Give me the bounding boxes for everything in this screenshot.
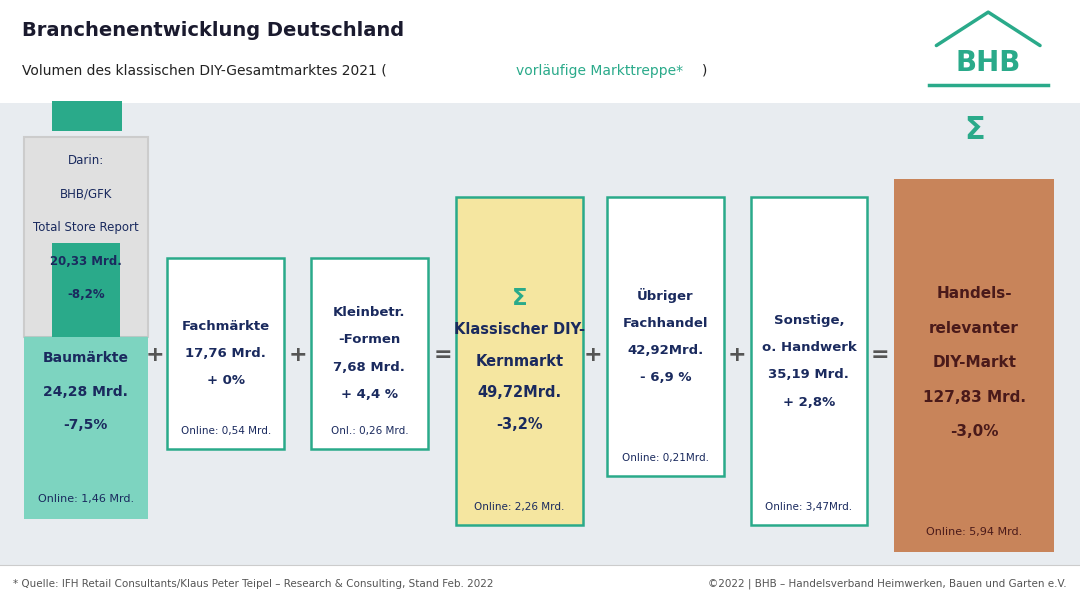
FancyBboxPatch shape	[52, 101, 122, 131]
Text: +: +	[145, 345, 164, 365]
Text: Online: 3,47Mrd.: Online: 3,47Mrd.	[766, 502, 852, 512]
Text: 24,28 Mrd.: 24,28 Mrd.	[43, 384, 129, 399]
Text: ): )	[702, 64, 707, 78]
Text: Darin:: Darin:	[68, 154, 104, 168]
Text: 17,76 Mrd.: 17,76 Mrd.	[186, 347, 266, 360]
FancyBboxPatch shape	[167, 258, 284, 449]
Text: Online: 0,54 Mrd.: Online: 0,54 Mrd.	[180, 426, 271, 436]
Text: +: +	[727, 345, 746, 365]
Text: Online: 2,26 Mrd.: Online: 2,26 Mrd.	[474, 502, 565, 512]
Text: -Formen: -Formen	[338, 333, 401, 347]
Text: Fachmärkte: Fachmärkte	[181, 320, 270, 333]
Text: Sonstige,: Sonstige,	[773, 314, 845, 327]
Text: 7,68 Mrd.: 7,68 Mrd.	[334, 361, 405, 374]
FancyBboxPatch shape	[0, 0, 1080, 103]
Text: + 0%: + 0%	[206, 375, 245, 387]
Text: Total Store Report: Total Store Report	[33, 221, 138, 234]
Text: Fachhandel: Fachhandel	[622, 317, 708, 330]
Text: +: +	[583, 345, 603, 365]
Text: -7,5%: -7,5%	[64, 418, 108, 432]
Text: -3,2%: -3,2%	[496, 417, 543, 432]
Text: =: =	[433, 345, 453, 365]
Text: 42,92Mrd.: 42,92Mrd.	[627, 344, 703, 357]
FancyBboxPatch shape	[311, 258, 428, 449]
Text: DIY-Markt: DIY-Markt	[932, 355, 1016, 370]
Text: -3,0%: -3,0%	[950, 424, 998, 439]
Text: Kernmarkt: Kernmarkt	[475, 354, 564, 368]
FancyBboxPatch shape	[607, 197, 724, 476]
Text: Onl.: 0,26 Mrd.: Onl.: 0,26 Mrd.	[330, 426, 408, 436]
Text: BHB/GFK: BHB/GFK	[59, 188, 112, 201]
FancyBboxPatch shape	[52, 243, 120, 337]
Text: +: +	[288, 345, 308, 365]
Text: Online: 0,21Mrd.: Online: 0,21Mrd.	[622, 453, 708, 463]
FancyBboxPatch shape	[0, 103, 1080, 565]
Text: + 4,4 %: + 4,4 %	[341, 388, 397, 401]
Text: Handels-: Handels-	[936, 286, 1012, 301]
Text: -8,2%: -8,2%	[67, 288, 105, 301]
Text: Online: 1,46 Mrd.: Online: 1,46 Mrd.	[38, 494, 134, 504]
FancyBboxPatch shape	[24, 337, 148, 519]
FancyBboxPatch shape	[456, 197, 583, 525]
Text: 127,83 Mrd.: 127,83 Mrd.	[922, 390, 1026, 405]
Text: 49,72Mrd.: 49,72Mrd.	[477, 385, 562, 400]
Text: Volumen des klassischen DIY-Gesamtmarktes 2021 (: Volumen des klassischen DIY-Gesamtmarkte…	[22, 64, 387, 78]
Text: + 2,8%: + 2,8%	[783, 396, 835, 409]
Text: Übriger: Übriger	[637, 288, 693, 304]
Text: 35,19 Mrd.: 35,19 Mrd.	[769, 368, 849, 381]
Text: Baumärkte: Baumärkte	[43, 351, 129, 365]
FancyBboxPatch shape	[894, 179, 1054, 552]
Text: Klassischer DIY-: Klassischer DIY-	[454, 322, 585, 337]
Text: o. Handwerk: o. Handwerk	[761, 341, 856, 354]
Text: Σ: Σ	[512, 287, 527, 310]
Text: 20,33 Mrd.: 20,33 Mrd.	[50, 254, 122, 268]
Text: * Quelle: IFH Retail Consultants/Klaus Peter Teipel – Research & Consulting, Sta: * Quelle: IFH Retail Consultants/Klaus P…	[13, 579, 494, 589]
Text: relevanter: relevanter	[929, 320, 1020, 336]
Text: Online: 5,94 Mrd.: Online: 5,94 Mrd.	[926, 527, 1023, 537]
FancyBboxPatch shape	[24, 137, 148, 337]
Text: - 6,9 %: - 6,9 %	[639, 371, 691, 384]
Text: Branchenentwicklung Deutschland: Branchenentwicklung Deutschland	[22, 21, 404, 40]
FancyBboxPatch shape	[751, 197, 867, 525]
Polygon shape	[24, 337, 148, 392]
Text: Kleinbetr.: Kleinbetr.	[333, 306, 406, 319]
Text: vorläufige Markttreppe*: vorläufige Markttreppe*	[516, 64, 684, 78]
Text: Σ: Σ	[963, 116, 985, 145]
Text: ©2022 | BHB – Handelsverband Heimwerken, Bauen und Garten e.V.: ©2022 | BHB – Handelsverband Heimwerken,…	[708, 578, 1067, 589]
Text: BHB: BHB	[956, 49, 1021, 76]
Text: =: =	[870, 345, 890, 365]
